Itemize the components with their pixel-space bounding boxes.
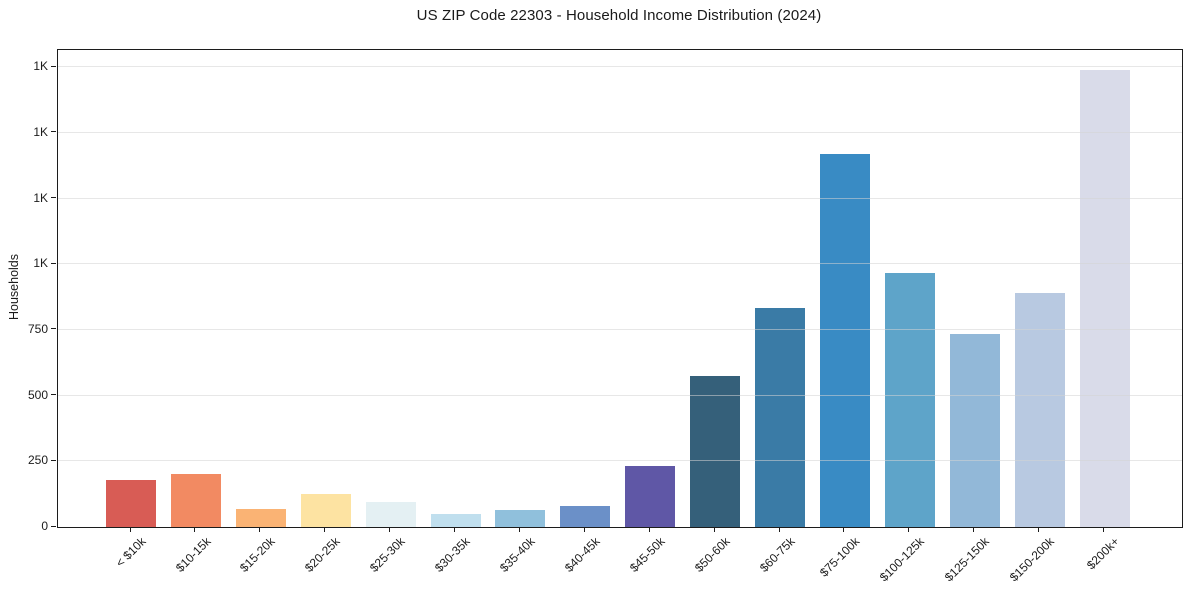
bar-$30-35k — [430, 513, 481, 527]
x-tick-mark — [454, 527, 455, 532]
y-tick-mark — [51, 131, 56, 133]
y-tick-label: 1K — [33, 190, 48, 205]
y-tick-label: 750 — [27, 321, 48, 336]
gridline-750 — [58, 328, 1182, 330]
x-tick-mark — [389, 527, 391, 532]
x-tick-label: $75-100k — [816, 534, 863, 580]
x-tick-label: $100-125k — [876, 534, 928, 585]
bar-$20-25k — [300, 494, 351, 527]
x-tick-label: < $10k — [112, 534, 149, 570]
y-tick-mark — [51, 394, 56, 396]
x-tick-mark — [259, 527, 261, 532]
x-tick-label: $60-75k — [756, 534, 798, 575]
x-tick-label: $125-150k — [941, 534, 992, 585]
bar-$45-50k — [625, 466, 676, 527]
x-tick-label: $30-35k — [432, 534, 473, 575]
bar-$125-150k — [949, 333, 1000, 527]
x-tick-mark — [843, 527, 845, 532]
bar-$15-20k — [235, 508, 286, 527]
bar-$75-100k — [819, 153, 870, 527]
x-tick-mark — [1103, 527, 1104, 532]
y-tick-mark — [51, 459, 56, 461]
y-tick-label: 1K — [33, 124, 48, 139]
x-tick-mark — [973, 527, 975, 532]
bar-$10-15k — [170, 474, 221, 527]
bar-$150-200k — [1014, 293, 1065, 527]
y-tick-mark — [51, 197, 56, 198]
y-tick-label: 1K — [33, 256, 48, 271]
x-tick-mark — [129, 527, 131, 532]
x-tick-mark — [324, 527, 326, 532]
x-tick-label: $200k+ — [1083, 534, 1122, 573]
plot-area — [57, 49, 1183, 528]
x-tick-label: $25-30k — [367, 534, 408, 575]
y-tick-label: 500 — [27, 387, 48, 402]
y-tick-label: 0 — [41, 519, 48, 533]
x-tick-label: $40-45k — [561, 534, 603, 575]
x-tick-mark — [1038, 527, 1040, 532]
bar-$60-75k — [755, 307, 805, 527]
gridline-500 — [58, 394, 1182, 396]
bar-< $10k — [106, 479, 156, 527]
gridline-1250 — [58, 197, 1182, 199]
x-tick-mark — [778, 527, 780, 532]
x-tick-mark — [713, 527, 715, 532]
bar-$25-30k — [365, 502, 416, 527]
x-tick-label: $50-60k — [691, 534, 733, 575]
y-tick-label: 250 — [27, 453, 48, 468]
y-tick-mark — [51, 65, 56, 67]
gridline-1500 — [58, 131, 1182, 133]
bar-$50-60k — [690, 375, 741, 527]
bar-$200k+ — [1079, 69, 1130, 527]
chart-title: US ZIP Code 22303 - Household Income Dis… — [416, 7, 822, 24]
x-tick-mark — [518, 527, 520, 532]
gridline-1750 — [58, 66, 1182, 68]
gridline-250 — [58, 460, 1182, 462]
x-tick-label: $150-200k — [1006, 534, 1057, 585]
bar-$40-45k — [560, 506, 611, 527]
x-tick-mark — [194, 527, 196, 532]
y-tick-label: 1K — [33, 59, 48, 74]
gridline-1000 — [58, 263, 1182, 265]
x-tick-label: $10-15k — [172, 534, 214, 575]
x-tick-label: $15-20k — [237, 534, 279, 575]
x-tick-label: $20-25k — [302, 534, 343, 575]
y-tick-mark — [51, 262, 56, 264]
x-tick-mark — [648, 527, 650, 532]
x-tick-label: $35-40k — [497, 534, 538, 575]
y-tick-mark — [51, 525, 56, 527]
x-tick-mark — [583, 527, 585, 532]
bar-$35-40k — [495, 509, 546, 527]
bar-$100-125k — [884, 273, 935, 527]
x-tick-mark — [908, 527, 910, 532]
y-tick-mark — [51, 328, 56, 330]
x-tick-label: $45-50k — [626, 534, 668, 575]
